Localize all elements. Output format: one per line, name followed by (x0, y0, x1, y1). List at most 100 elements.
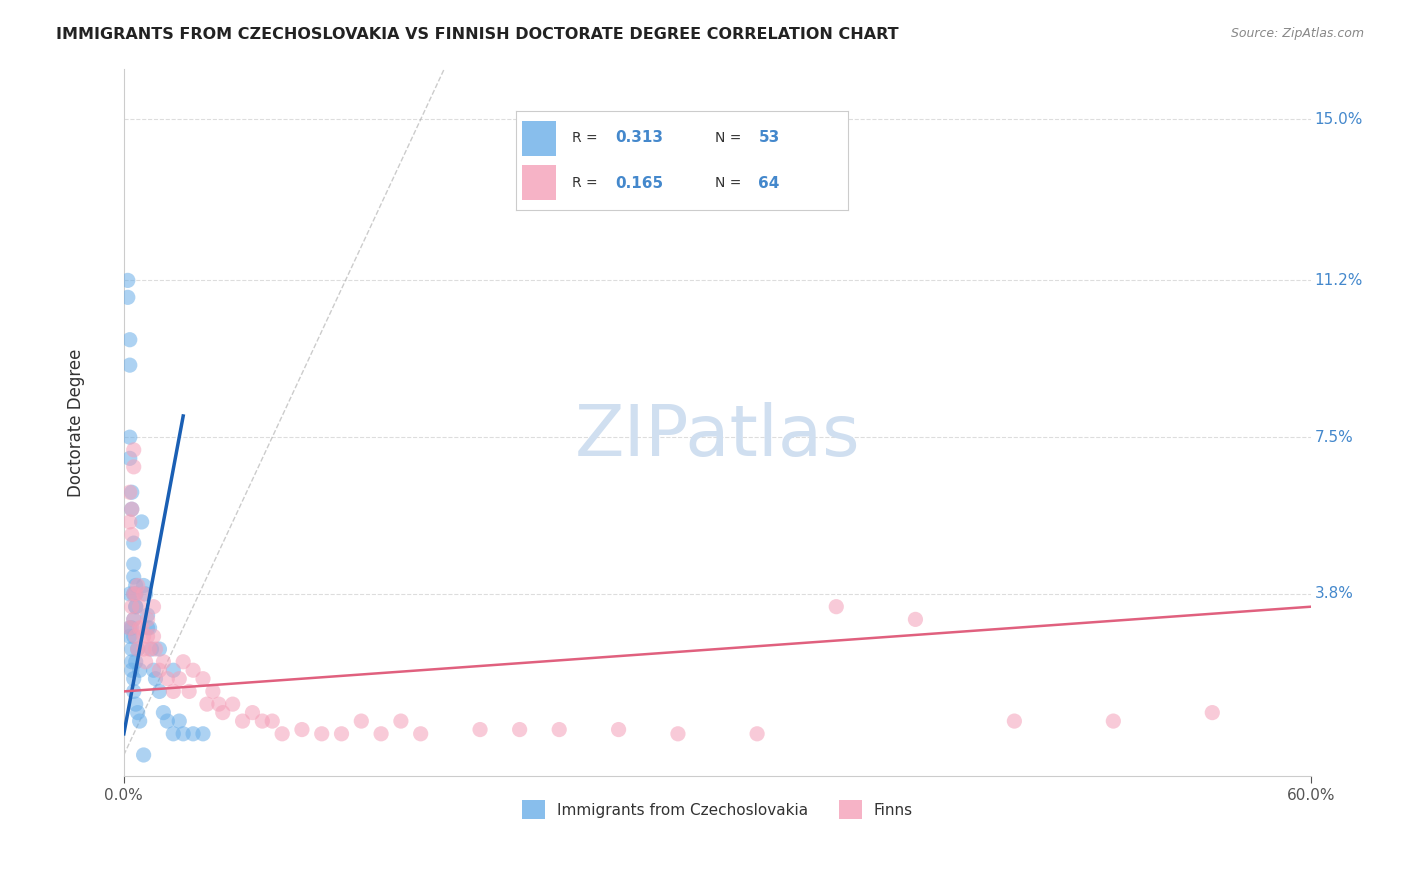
Point (138, 621, 160, 635)
Point (128, 714, 150, 728)
Point (125, 587, 148, 601)
Point (252, 714, 274, 728)
Point (128, 621, 150, 635)
Point (145, 642, 167, 657)
Text: Doctorate Degree: Doctorate Degree (67, 348, 86, 497)
Point (128, 599, 150, 614)
Point (122, 459, 145, 474)
Point (135, 655, 157, 669)
Point (121, 642, 143, 657)
Point (350, 714, 373, 728)
Point (607, 723, 630, 737)
Point (509, 723, 531, 737)
Point (232, 714, 254, 728)
Point (1201, 706, 1223, 720)
Point (148, 642, 170, 657)
Point (127, 642, 149, 657)
Point (135, 587, 157, 601)
Point (125, 587, 148, 601)
Point (148, 663, 170, 677)
Point (211, 706, 233, 720)
Point (121, 527, 143, 541)
Point (127, 578, 149, 592)
Point (122, 629, 145, 643)
Point (125, 655, 148, 669)
Point (118, 451, 141, 466)
Point (141, 642, 163, 657)
Point (136, 608, 159, 623)
Point (118, 587, 141, 601)
Point (468, 723, 491, 737)
Point (162, 663, 184, 677)
Point (1002, 714, 1025, 728)
Point (127, 706, 149, 720)
Text: ZIPatlas: ZIPatlas (575, 402, 860, 471)
Point (181, 663, 204, 677)
Point (121, 621, 143, 635)
Point (117, 273, 139, 287)
Point (132, 578, 155, 592)
Point (745, 727, 768, 741)
Point (409, 727, 432, 741)
Point (122, 442, 145, 457)
Point (122, 587, 145, 601)
Point (132, 587, 155, 601)
Point (330, 727, 353, 741)
Point (666, 727, 689, 741)
Point (122, 672, 145, 686)
Point (122, 536, 145, 550)
Point (311, 727, 333, 741)
Text: 7.5%: 7.5% (1315, 430, 1354, 445)
Point (138, 642, 160, 657)
Point (162, 727, 184, 741)
Point (167, 672, 190, 686)
Point (370, 727, 392, 741)
Point (291, 723, 314, 737)
Point (125, 599, 148, 614)
Point (195, 697, 218, 711)
Point (121, 599, 143, 614)
Point (136, 629, 159, 643)
Point (118, 621, 141, 635)
Point (156, 672, 179, 686)
Point (127, 642, 149, 657)
Point (118, 515, 141, 529)
Point (162, 684, 184, 698)
Point (148, 684, 170, 698)
Point (118, 629, 141, 643)
Point (122, 612, 145, 626)
Point (122, 587, 145, 601)
Point (125, 578, 148, 592)
Point (142, 629, 165, 643)
Point (118, 358, 141, 372)
Point (136, 612, 159, 626)
Point (131, 515, 153, 529)
Point (904, 612, 927, 626)
Point (152, 655, 174, 669)
Point (122, 558, 145, 572)
Legend: Immigrants from Czechoslovakia, Finns: Immigrants from Czechoslovakia, Finns (516, 794, 920, 825)
Point (132, 629, 155, 643)
Point (191, 727, 214, 741)
Point (172, 655, 194, 669)
Point (242, 706, 264, 720)
Point (121, 663, 143, 677)
Point (262, 714, 284, 728)
Text: IMMIGRANTS FROM CZECHOSLOVAKIA VS FINNISH DOCTORATE DEGREE CORRELATION CHART: IMMIGRANTS FROM CZECHOSLOVAKIA VS FINNIS… (56, 27, 898, 42)
Point (221, 697, 243, 711)
Text: 15.0%: 15.0% (1315, 112, 1364, 127)
Point (118, 485, 141, 500)
Point (132, 642, 155, 657)
Point (142, 599, 165, 614)
Point (156, 714, 179, 728)
Point (1102, 714, 1125, 728)
Point (132, 747, 155, 762)
Point (121, 485, 143, 500)
Point (179, 684, 201, 698)
Point (121, 502, 143, 516)
Point (121, 655, 143, 669)
Point (167, 714, 190, 728)
Point (152, 706, 174, 720)
Text: 3.8%: 3.8% (1315, 586, 1354, 601)
Text: 11.2%: 11.2% (1315, 273, 1364, 288)
